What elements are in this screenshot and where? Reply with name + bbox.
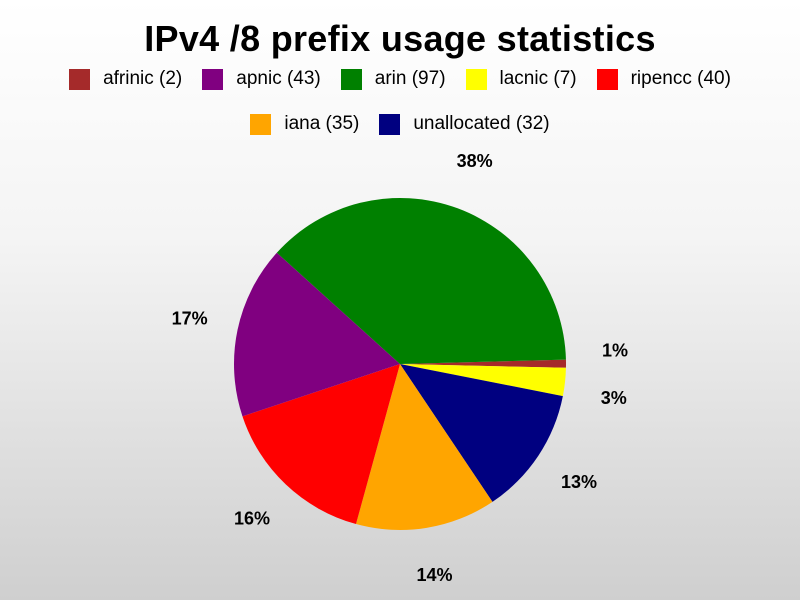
legend-item-apnic: apnic (43) — [202, 68, 321, 90]
legend-label-arin: arin (97) — [374, 68, 446, 89]
legend-label-apnic: apnic (43) — [236, 68, 321, 89]
legend-item-iana: iana (35) — [250, 113, 359, 135]
pie-slice-iana — [355, 364, 493, 531]
pie-label-unallocated: 13% — [561, 472, 597, 492]
pie-label-arin: 38% — [457, 151, 493, 171]
legend-swatch-arin — [340, 68, 362, 90]
legend-swatch-lacnic — [465, 68, 487, 90]
legend-label-ripencc: ripencc (40) — [630, 68, 731, 89]
legend-item-lacnic: lacnic (7) — [465, 68, 577, 90]
legend-label-iana: iana (35) — [284, 113, 360, 134]
chart-title: IPv4 /8 prefix usage statistics — [144, 18, 656, 59]
legend-label-afrinic: afrinic (2) — [103, 68, 183, 89]
pie-label-iana: 14% — [416, 565, 452, 585]
legend-item-ripencc: ripencc (40) — [596, 68, 731, 90]
legend-swatch-iana — [250, 113, 272, 135]
legend-row: iana (35) unallocated (32) — [0, 113, 800, 135]
legend-label-unallocated: unallocated (32) — [413, 113, 550, 134]
legend-swatch-apnic — [202, 68, 224, 90]
legend-swatch-ripencc — [596, 68, 618, 90]
legend-item-unallocated: unallocated (32) — [379, 113, 550, 135]
legend-swatch-unallocated — [379, 113, 401, 135]
legend-item-afrinic: afrinic (2) — [69, 68, 182, 90]
pie-label-afrinic: 1% — [602, 340, 628, 360]
legend-item-arin: arin (97) — [340, 68, 446, 90]
pie-slice-unallocated — [400, 364, 563, 502]
legend-label-lacnic: lacnic (7) — [499, 68, 577, 89]
pie-slice-apnic — [233, 252, 400, 417]
pie-slice-afrinic — [400, 359, 566, 368]
legend-row: afrinic (2) apnic (43) arin (97) lacnic … — [0, 68, 800, 90]
pie-slice-arin — [276, 198, 566, 364]
pie-label-lacnic: 3% — [601, 388, 627, 408]
pie-label-ripencc: 16% — [234, 509, 270, 529]
legend-swatch-afrinic — [69, 68, 91, 90]
pie-slice-ripencc — [242, 364, 400, 525]
pie-slice-lacnic — [400, 364, 566, 397]
pie-label-apnic: 17% — [172, 309, 208, 329]
